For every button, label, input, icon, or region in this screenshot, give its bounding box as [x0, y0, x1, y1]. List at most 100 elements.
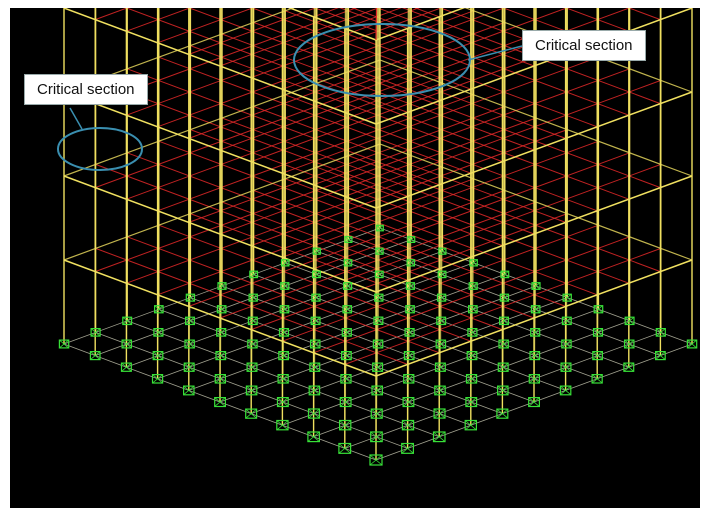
fixed-support-icon — [375, 270, 384, 278]
fixed-support-icon — [370, 408, 383, 419]
fixed-support-icon — [280, 282, 290, 290]
fixed-support-icon — [401, 443, 414, 454]
fixed-support-icon — [215, 374, 226, 384]
fixed-support-icon — [310, 339, 321, 349]
fixed-support-icon — [437, 293, 446, 302]
fixed-support-icon — [373, 316, 384, 326]
fixed-support-icon — [152, 351, 164, 360]
fixed-support-icon — [279, 328, 289, 337]
fixed-support-icon — [341, 351, 352, 361]
fixed-support-icon — [371, 408, 383, 419]
edge-beam-line — [63, 91, 377, 209]
fixed-support-icon — [185, 316, 195, 325]
fixed-support-icon — [531, 305, 541, 314]
fixed-support-icon — [280, 259, 290, 267]
fixed-support-icon — [530, 328, 541, 337]
fixed-support-icon — [341, 328, 352, 337]
fixed-support-icon — [152, 374, 163, 384]
fixed-support-icon — [279, 305, 289, 314]
fixed-support-icon — [402, 397, 414, 407]
fixed-support-icon — [246, 385, 258, 396]
fixed-support-icon — [340, 374, 352, 384]
edge-beam-line — [63, 8, 295, 93]
fixed-support-icon — [499, 316, 509, 325]
fixed-support-icon — [433, 408, 446, 419]
fixed-support-icon — [247, 339, 258, 349]
fixed-support-icon — [686, 339, 698, 349]
fixed-support-icon — [496, 408, 509, 419]
fixed-support-icon — [370, 431, 383, 442]
fixed-support-icon — [372, 339, 384, 349]
fixed-support-icon — [372, 362, 384, 372]
fixed-support-icon — [308, 385, 321, 396]
fixed-support-icon — [497, 385, 509, 396]
fixed-support-icon — [278, 328, 290, 337]
fixed-support-icon — [468, 305, 478, 314]
fixed-support-icon — [246, 362, 258, 372]
fixed-support-icon — [654, 351, 666, 361]
fixed-support-icon — [464, 419, 478, 431]
fixed-support-icon — [529, 351, 540, 360]
fixed-support-icon — [499, 316, 510, 326]
fixed-support-icon — [436, 293, 447, 302]
fixed-support-icon — [376, 224, 384, 232]
fixed-support-icon — [120, 362, 132, 372]
fixed-support-icon — [344, 236, 353, 243]
fixed-support-icon — [497, 362, 509, 372]
callout-leader-line — [467, 45, 523, 61]
fixed-support-icon — [308, 408, 320, 419]
fixed-support-icon — [560, 385, 572, 396]
fixed-support-icon — [90, 328, 101, 337]
fixed-support-icon — [183, 385, 195, 396]
fixed-support-icon — [216, 305, 227, 314]
fixed-support-icon — [432, 431, 446, 443]
fixed-support-icon — [467, 328, 478, 337]
fixed-support-icon — [343, 282, 352, 290]
fixed-support-icon — [466, 351, 478, 360]
fixed-support-icon — [465, 397, 477, 407]
fixed-support-icon — [277, 397, 289, 407]
fixed-support-icon — [338, 443, 351, 454]
fixed-support-icon — [217, 282, 227, 290]
fixed-support-icon — [498, 339, 509, 349]
fixed-support-icon — [310, 316, 321, 325]
fixed-support-icon — [276, 420, 289, 431]
fixed-support-icon — [375, 247, 384, 255]
fixed-support-icon — [404, 351, 415, 360]
fixed-support-icon — [438, 247, 447, 255]
fixed-support-icon — [623, 362, 635, 372]
fixed-support-icon — [154, 305, 164, 314]
fixed-support-icon — [528, 374, 540, 384]
fixed-support-icon — [434, 385, 446, 396]
fixed-support-icon — [406, 282, 415, 290]
fixed-support-icon — [435, 339, 446, 349]
critical-section-markers — [57, 23, 523, 171]
fixed-support-icon — [122, 316, 133, 326]
fixed-support-icon — [276, 397, 289, 408]
fixed-support-icon — [405, 305, 415, 314]
fixed-support-icon — [151, 374, 164, 384]
fixed-support-icon — [498, 362, 509, 372]
fixed-support-icon — [310, 339, 321, 349]
fixed-support-icon — [591, 374, 603, 384]
edge-beam-line — [63, 175, 377, 293]
fixed-support-icon — [433, 408, 446, 419]
fixed-support-icon — [468, 305, 478, 314]
fixed-support-icon — [307, 431, 320, 443]
fixed-support-icon — [591, 374, 603, 384]
fixed-support-icon — [437, 270, 447, 278]
edge-beam-line — [63, 8, 377, 125]
fixed-support-icon — [154, 305, 164, 314]
fixed-support-icon — [369, 454, 383, 466]
fixed-support-icon — [58, 339, 70, 349]
beam-line — [188, 8, 317, 55]
fixed-support-icon — [153, 328, 164, 337]
fixed-support-icon — [374, 293, 384, 302]
fixed-support-icon — [279, 305, 290, 314]
fixed-support-icon — [312, 270, 321, 279]
fixed-support-icon — [500, 270, 509, 278]
fixed-support-icon — [371, 385, 383, 396]
fixed-support-icon — [121, 339, 132, 349]
fixed-support-icon — [376, 224, 384, 232]
fixed-support-icon — [309, 362, 320, 372]
